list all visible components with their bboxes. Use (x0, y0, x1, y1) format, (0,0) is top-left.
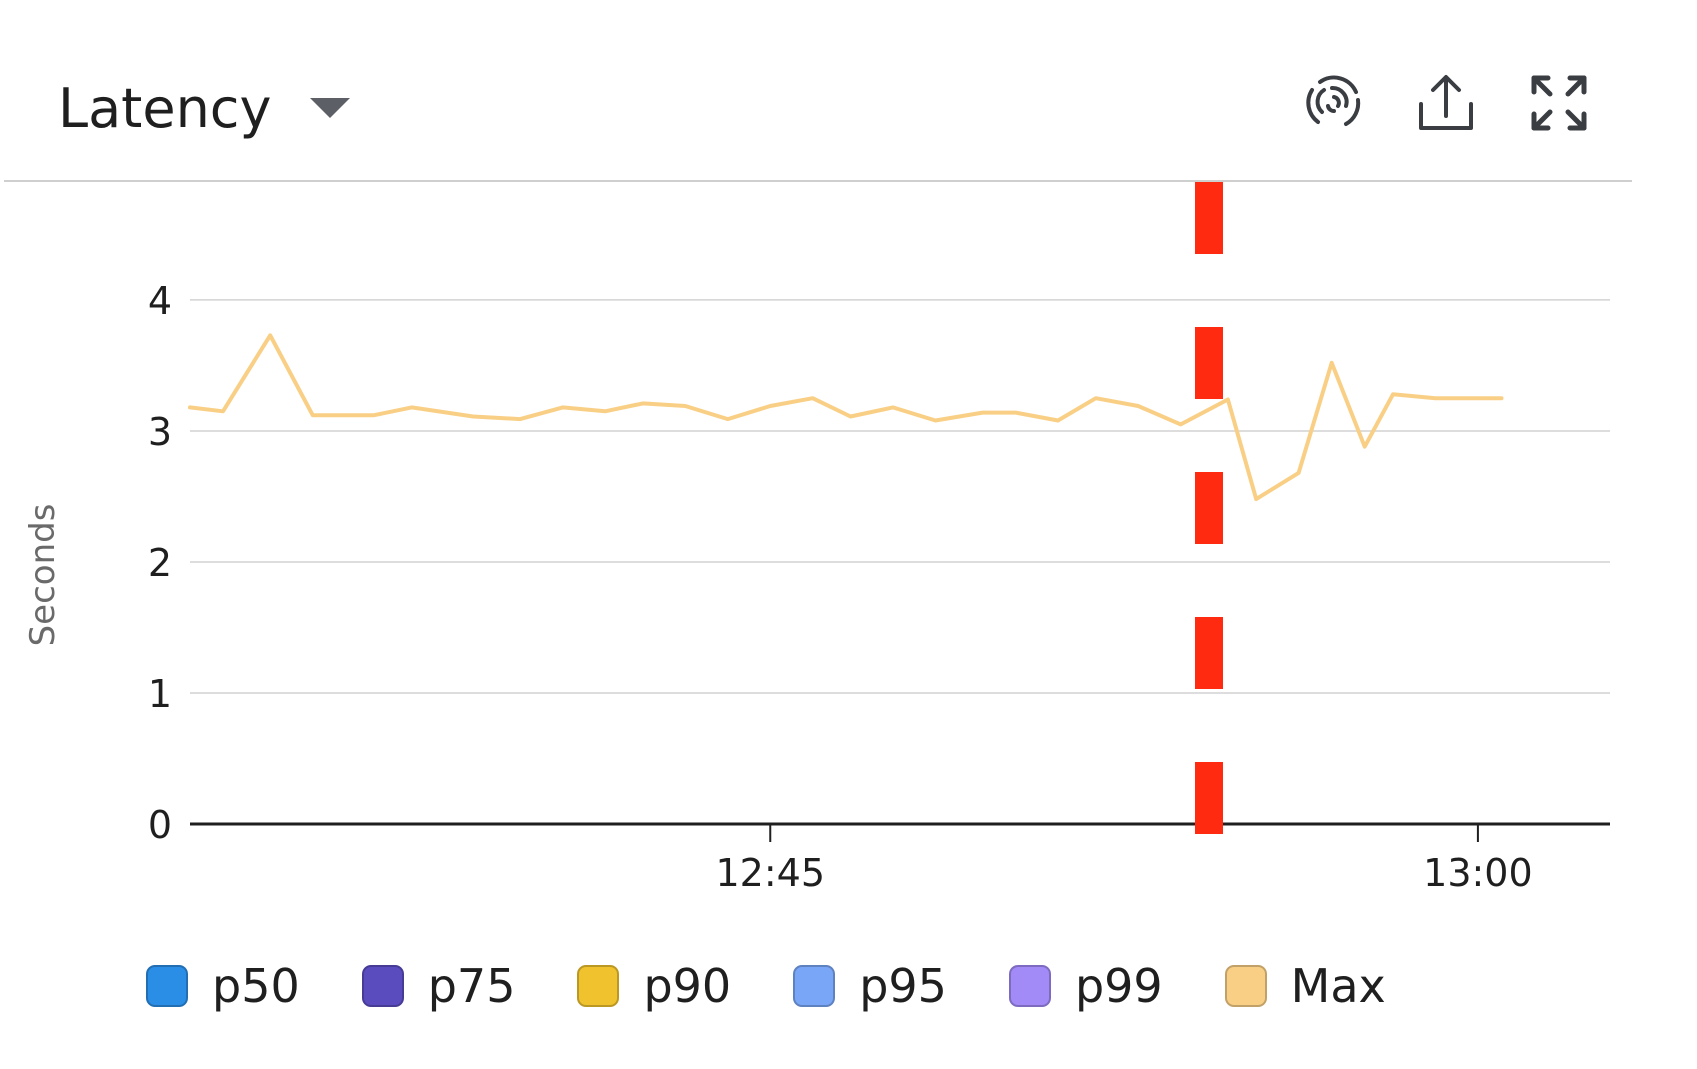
y-axis-label: Seconds (23, 504, 63, 647)
y-tick-label: 0 (148, 803, 172, 847)
panel-header: Latency (0, 0, 1632, 181)
x-tick-labels: 12:45 13:00 (716, 824, 1533, 895)
y-tick-label: 4 (148, 279, 172, 323)
y-tick-labels: 0 1 2 3 4 (148, 279, 172, 847)
y-tick-label: 2 (148, 541, 172, 585)
legend-item-max[interactable]: Max (1224, 958, 1386, 1014)
legend-swatch (1008, 965, 1051, 1007)
header-divider (4, 180, 1632, 182)
y-tick-label: 1 (148, 672, 172, 716)
latency-chart: 0 1 2 3 4 12:45 13:00 Seconds (23, 182, 1610, 895)
y-tick-label: 3 (148, 410, 172, 454)
share-export-icon[interactable] (1413, 70, 1479, 136)
legend-swatch (577, 965, 620, 1007)
legend-label: Max (1290, 959, 1386, 1013)
series-lines (188, 333, 1504, 502)
legend-label: p50 (212, 959, 300, 1013)
series-line-max (188, 333, 1504, 502)
legend-item-p95[interactable]: p95 (793, 958, 947, 1014)
legend-swatch (1224, 965, 1267, 1007)
x-tick-label: 13:00 (1423, 851, 1533, 895)
legend-label: p95 (859, 959, 947, 1013)
legend-item-p90[interactable]: p90 (577, 958, 731, 1014)
chart-legend: p50 p75 p90 p95 p99 Max (146, 958, 1448, 1014)
legend-item-p75[interactable]: p75 (361, 958, 516, 1014)
panel-title: Latency (58, 77, 272, 140)
legend-item-p99[interactable]: p99 (1008, 958, 1163, 1014)
legend-swatch (361, 965, 404, 1007)
title-dropdown-caret-icon[interactable] (310, 98, 350, 118)
x-tick-label: 12:45 (716, 851, 826, 895)
legend-swatch (793, 965, 836, 1007)
gridlines (190, 299, 1610, 826)
fullscreen-expand-icon[interactable] (1526, 70, 1592, 136)
fingerprint-icon[interactable] (1300, 70, 1366, 136)
legend-swatch (146, 965, 188, 1007)
legend-label: p99 (1074, 959, 1163, 1013)
legend-label: p75 (427, 959, 516, 1013)
legend-label: p90 (643, 959, 732, 1013)
legend-item-p50[interactable]: p50 (146, 958, 300, 1014)
